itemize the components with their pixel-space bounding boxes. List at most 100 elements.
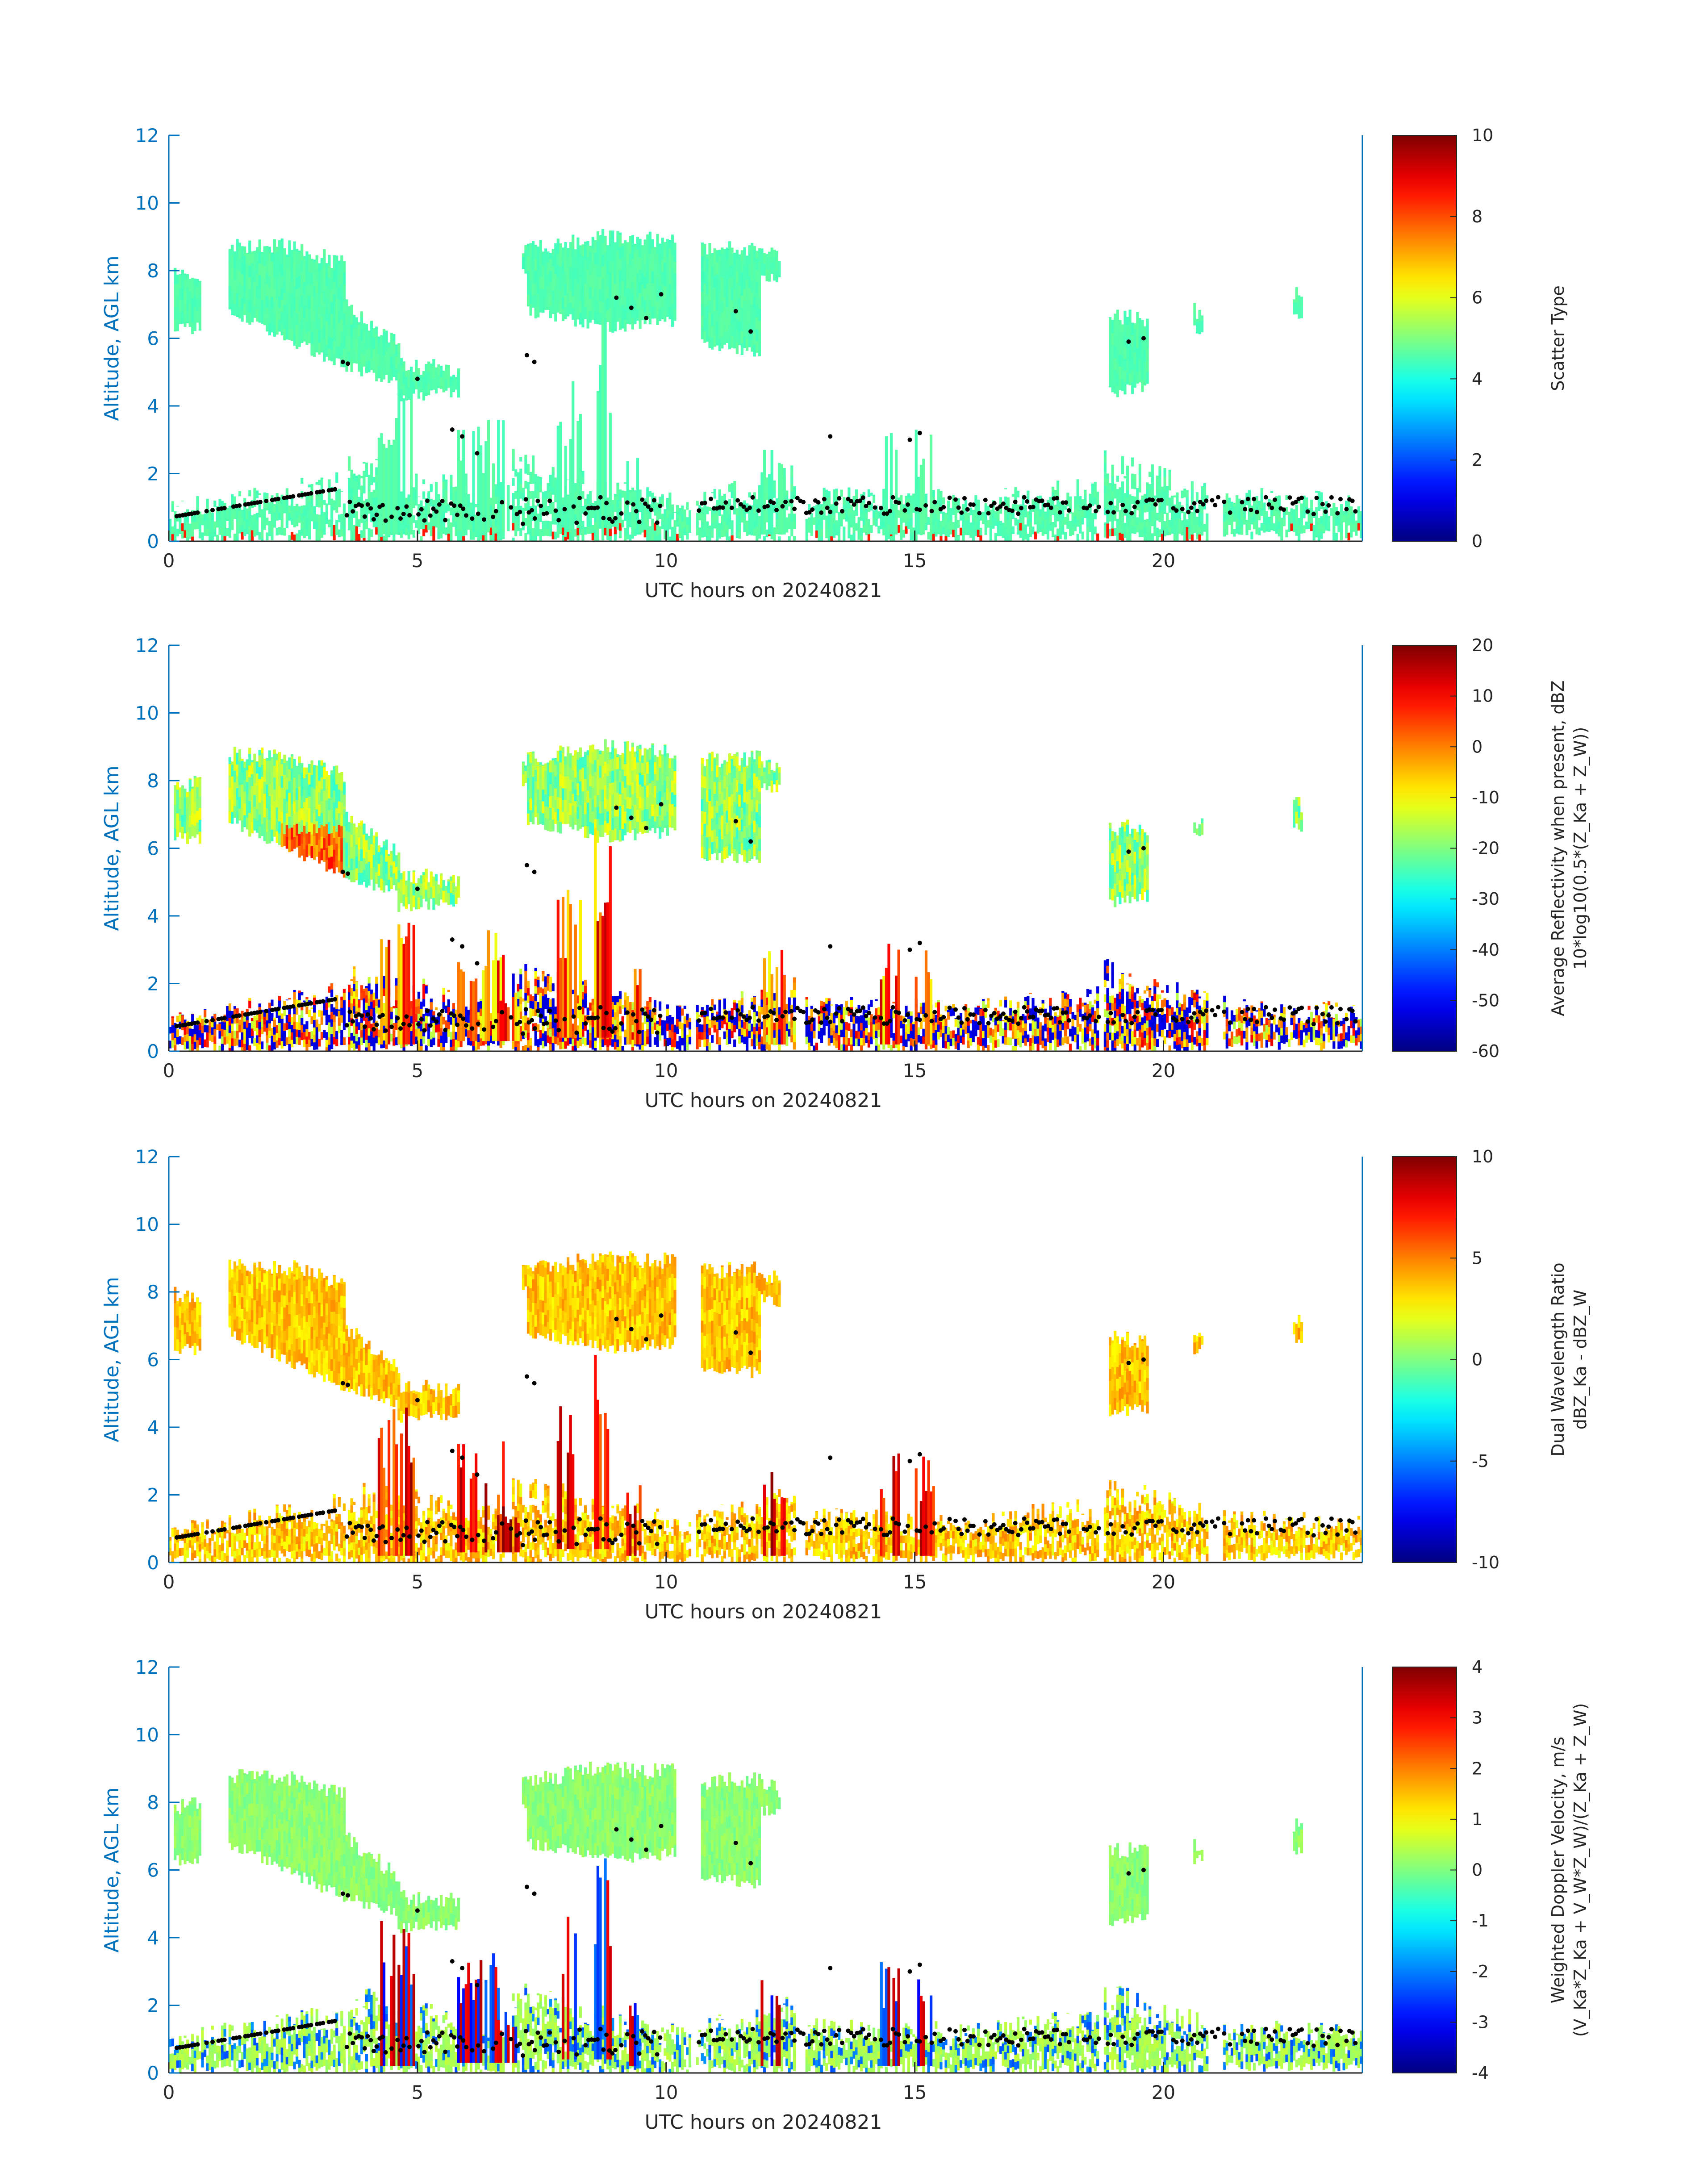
colorbar-label: Scatter Type (1548, 285, 1568, 391)
radar-cell (198, 295, 201, 307)
cloud-top-marker (1141, 336, 1146, 341)
radar-cell (825, 489, 828, 494)
radar-cell (296, 277, 299, 290)
radar-cell (340, 331, 343, 343)
radar-cell (537, 765, 540, 778)
radar-cell (984, 527, 987, 535)
radar-cell (1188, 524, 1191, 532)
radar-cell (191, 310, 194, 322)
radar-cell (512, 478, 515, 486)
radar-cell (512, 449, 515, 456)
radar-cell (1136, 312, 1139, 313)
radar-cell (721, 336, 724, 349)
radar-cell (251, 786, 254, 798)
radar-cell (731, 288, 734, 301)
radar-cell (308, 764, 311, 773)
cloud-base-marker (873, 505, 877, 510)
radar-cell (1111, 468, 1114, 476)
radar-cell (651, 247, 654, 259)
radar-cell (1049, 501, 1052, 509)
cloud-base-marker (1094, 509, 1098, 514)
radar-cell (542, 521, 545, 529)
radar-cell (646, 511, 649, 519)
radar-cell (360, 311, 363, 318)
radar-cell (193, 295, 196, 308)
radar-cell (758, 309, 761, 321)
radar-cell (1114, 369, 1117, 382)
radar-cell (412, 515, 415, 523)
radar-cell (251, 774, 254, 786)
radar-streak (885, 436, 888, 535)
radar-cell (574, 267, 577, 280)
radar-cell (395, 855, 398, 867)
radar-cell (420, 380, 423, 393)
radar-cell (514, 469, 518, 477)
radar-cell (248, 289, 251, 301)
radar-cell (1116, 496, 1119, 505)
radar-cell (1163, 491, 1166, 499)
radar-cell (646, 534, 649, 541)
radar-cell (611, 297, 614, 309)
radar-cell (758, 332, 761, 345)
radar-cell (301, 478, 304, 484)
radar-cell (544, 498, 547, 506)
radar-cell (544, 250, 547, 263)
cloud-base-marker (291, 494, 296, 499)
radar-cell (298, 506, 301, 508)
radar-cell (651, 493, 654, 497)
radar-cell (325, 309, 328, 322)
radar-cell (261, 252, 264, 253)
radar-cell (355, 533, 358, 541)
radar-cell (251, 298, 254, 311)
radar-cell (1203, 494, 1206, 502)
radar-cell (526, 464, 530, 468)
radar-cell (1051, 529, 1055, 537)
radar-cell (325, 800, 328, 812)
radar-cell (298, 287, 301, 300)
radar-cell (661, 307, 664, 319)
y-tick-label: 10 (135, 192, 159, 214)
radar-cell (643, 264, 647, 277)
cloud-base-marker (574, 520, 579, 525)
radar-cell (179, 519, 182, 527)
radar-cell (825, 515, 828, 523)
radar-cell (395, 344, 398, 345)
radar-cell (594, 514, 597, 522)
radar-cell (271, 829, 274, 842)
radar-cell (385, 861, 388, 874)
radar-cell (1148, 472, 1152, 477)
x-tick-label: 15 (903, 550, 927, 572)
radar-cell (668, 284, 672, 296)
radar-cell (450, 385, 453, 397)
radar-cell (355, 328, 358, 340)
radar-cell (1121, 526, 1124, 534)
cloud-base-marker (810, 507, 815, 512)
radar-cell (726, 259, 729, 272)
radar-cell (395, 866, 398, 879)
radar-cell (554, 487, 557, 495)
radar-cell (910, 525, 913, 533)
radar-cell (405, 497, 408, 506)
radar-cell (266, 502, 269, 511)
radar-cell (417, 375, 421, 387)
radar-cell (910, 495, 913, 503)
radar-cell (1275, 518, 1278, 526)
radar-cell (753, 513, 756, 521)
radar-cell (606, 517, 610, 525)
radar-cell (276, 819, 279, 832)
radar-cell (310, 284, 313, 297)
radar-cell (459, 536, 463, 541)
radar-cell (350, 324, 353, 337)
radar-cell (375, 467, 378, 475)
radar-cell (241, 819, 244, 832)
radar-cell (514, 514, 518, 522)
radar-cell (338, 813, 341, 825)
radar-cell (320, 317, 323, 329)
radar-cell (519, 506, 522, 514)
radar-cell (746, 279, 749, 292)
radar-cell (746, 291, 749, 304)
radar-cell (308, 772, 311, 785)
radar-cell (427, 882, 430, 886)
radar-cell (512, 537, 515, 541)
radar-cell (751, 292, 754, 305)
